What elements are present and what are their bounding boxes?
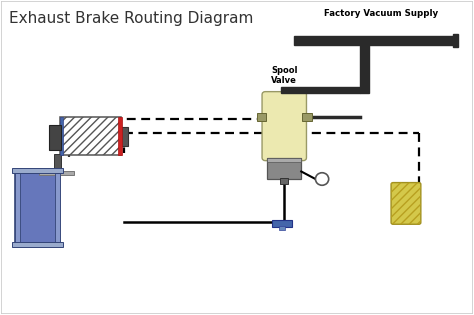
Bar — [121, 127, 128, 146]
Bar — [360, 45, 369, 93]
FancyBboxPatch shape — [391, 183, 421, 224]
FancyBboxPatch shape — [262, 92, 307, 161]
Bar — [302, 113, 312, 121]
Bar — [272, 220, 292, 227]
Bar — [15, 173, 60, 243]
Bar — [54, 154, 61, 171]
Bar — [279, 226, 285, 230]
Bar — [60, 117, 121, 155]
Bar — [15, 173, 19, 243]
Bar — [453, 34, 458, 47]
Bar — [267, 158, 301, 162]
Text: Factory Vacuum Supply: Factory Vacuum Supply — [324, 9, 438, 18]
Text: Spool
Valve: Spool Valve — [271, 66, 298, 85]
Text: Exhaust Brake Routing Diagram: Exhaust Brake Routing Diagram — [9, 10, 254, 26]
Bar — [12, 242, 63, 247]
Bar — [12, 168, 63, 173]
Bar — [257, 113, 266, 121]
Bar — [49, 125, 61, 150]
Bar — [294, 36, 455, 45]
Bar — [118, 117, 122, 155]
Bar — [38, 171, 74, 175]
Bar — [60, 117, 63, 155]
Bar — [55, 173, 60, 243]
Bar — [281, 178, 288, 184]
Circle shape — [316, 173, 328, 185]
Bar — [281, 87, 360, 93]
Bar — [267, 158, 301, 179]
